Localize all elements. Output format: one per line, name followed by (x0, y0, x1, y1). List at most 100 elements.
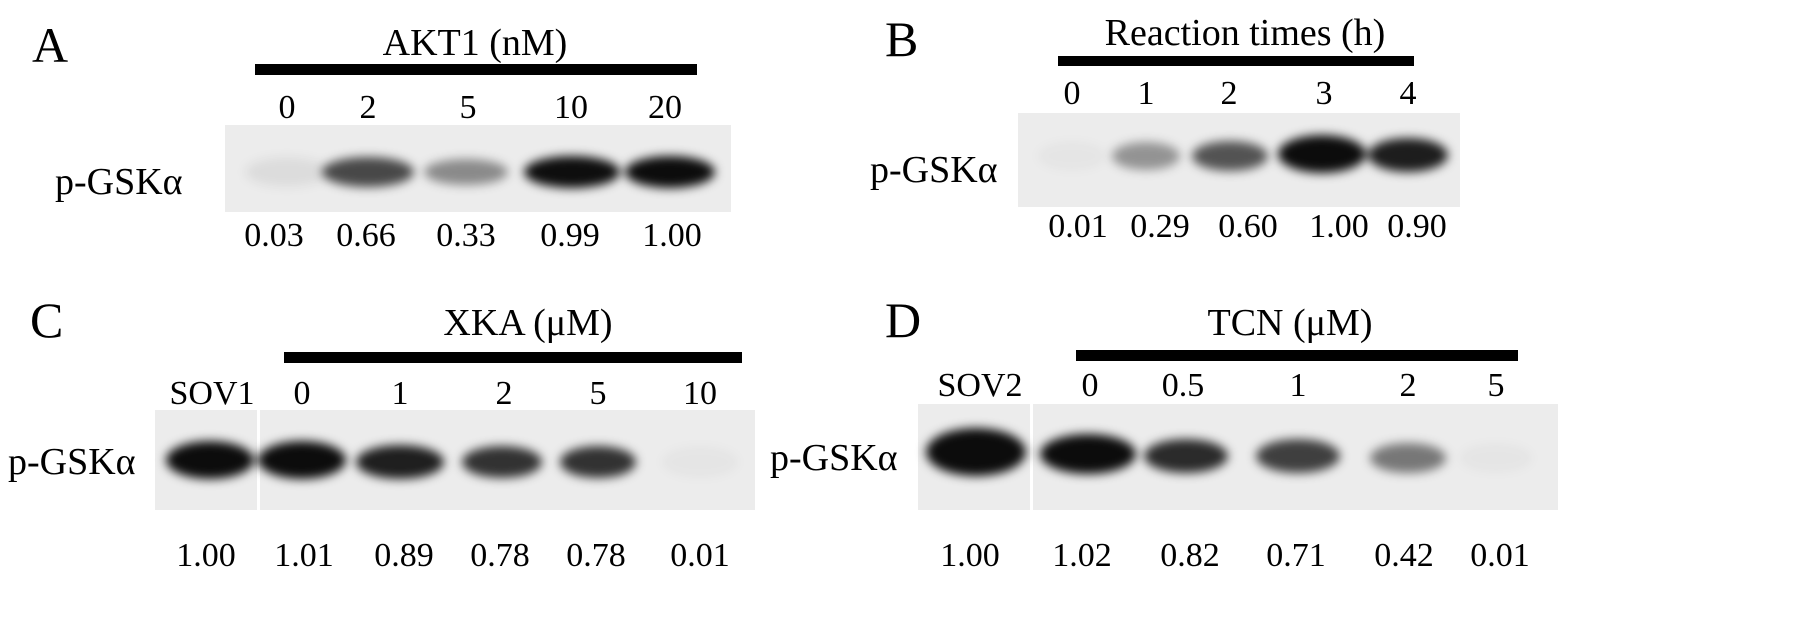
band-value: 1.00 (1309, 208, 1369, 245)
lane-label: 5 (590, 375, 607, 412)
lane-label: 2 (1400, 367, 1417, 404)
lane-label: 5 (460, 89, 477, 126)
lane-label: 2 (496, 375, 513, 412)
band (625, 156, 715, 188)
band (245, 157, 329, 187)
band-value: 0.01 (670, 537, 730, 574)
band-value: 0.78 (470, 537, 530, 574)
lane-label: 2 (1221, 75, 1238, 112)
membrane-splice-line (1030, 404, 1033, 510)
band (524, 156, 620, 188)
band-value: 0.60 (1218, 208, 1278, 245)
lane-label: 10 (554, 89, 588, 126)
lane-labels: SOV1 0 1 2 5 10 (169, 375, 717, 412)
band-value: 0.82 (1160, 537, 1220, 574)
band (166, 441, 254, 479)
treatment-bar (284, 352, 742, 363)
band-value: 0.71 (1266, 537, 1326, 574)
panel-letter: B (885, 11, 918, 67)
lane-label: 3 (1316, 75, 1333, 112)
band (560, 446, 636, 478)
treatment-bar (1076, 350, 1518, 361)
band (258, 441, 346, 479)
treatment-bar (255, 64, 697, 75)
blot-bands (245, 156, 715, 188)
band (1192, 141, 1268, 171)
band-value: 0.03 (244, 217, 304, 254)
band-value: 1.00 (642, 217, 702, 254)
panel-title: XKA (μM) (443, 302, 612, 344)
lane-labels: SOV2 0 0.5 1 2 5 (937, 367, 1504, 404)
band (322, 157, 414, 187)
blot-bands (926, 428, 1532, 476)
panel-title: TCN (μM) (1208, 302, 1373, 344)
band (1278, 135, 1366, 173)
band-value: 0.33 (436, 217, 496, 254)
band (462, 446, 542, 478)
lane-label: 0 (294, 375, 311, 412)
band-value: 1.00 (940, 537, 1000, 574)
lane-labels: 0 2 5 10 20 (279, 89, 683, 126)
band (1370, 443, 1446, 473)
band-value: 0.42 (1374, 537, 1434, 574)
band-value: 0.01 (1470, 537, 1530, 574)
lane-label: 0 (1082, 367, 1099, 404)
row-label: p-GSKα (770, 437, 898, 479)
band (1460, 444, 1532, 472)
band-value: 0.66 (336, 217, 396, 254)
row-label: p-GSKα (8, 441, 136, 483)
band-value: 1.02 (1052, 537, 1112, 574)
band (1038, 142, 1106, 170)
band-value: 0.29 (1130, 208, 1190, 245)
lane-label: 10 (683, 375, 717, 412)
panel-c: C XKA (μM) SOV1 0 1 2 5 10 p-GSKα 1.00 1… (8, 292, 755, 574)
band (926, 428, 1026, 476)
panel-b: B Reaction times (h) 0 1 2 3 4 p-GSKα 0.… (870, 11, 1460, 245)
blot-bands (166, 441, 738, 479)
lane-label: 1 (1290, 367, 1307, 404)
lane-label: 2 (360, 89, 377, 126)
band (1256, 439, 1340, 473)
blot-membrane (155, 410, 755, 510)
lane-label: 1 (392, 375, 409, 412)
band-value: 0.78 (566, 537, 626, 574)
quantification-values: 0.03 0.66 0.33 0.99 1.00 (244, 217, 702, 254)
lane-label: SOV1 (169, 375, 254, 412)
panel-d: D TCN (μM) SOV2 0 0.5 1 2 5 p-GSKα 1.00 … (770, 292, 1558, 574)
panel-letter: C (30, 292, 63, 348)
lane-labels: 0 1 2 3 4 (1064, 75, 1417, 112)
band (1040, 434, 1136, 474)
lane-label: 20 (648, 89, 682, 126)
lane-label: 0.5 (1162, 367, 1205, 404)
panel-a: A AKT1 (nM) 0 2 5 10 20 p-GSKα 0.03 0.66… (32, 17, 731, 254)
lane-label: 5 (1488, 367, 1505, 404)
band-value: 0.99 (540, 217, 600, 254)
quantification-values: 1.00 1.01 0.89 0.78 0.78 0.01 (176, 537, 730, 574)
panel-title: Reaction times (h) (1105, 12, 1386, 54)
band-value: 0.89 (374, 537, 434, 574)
band-value: 0.90 (1387, 208, 1447, 245)
lane-label: 1 (1138, 75, 1155, 112)
band (662, 447, 738, 477)
quantification-values: 1.00 1.02 0.82 0.71 0.42 0.01 (940, 537, 1530, 574)
panel-letter: A (32, 17, 68, 73)
treatment-bar (1058, 56, 1414, 66)
quantification-values: 0.01 0.29 0.60 1.00 0.90 (1048, 208, 1447, 245)
band-value: 1.00 (176, 537, 236, 574)
panel-letter: D (885, 292, 921, 348)
panel-title: AKT1 (nM) (383, 22, 568, 64)
band-value: 0.01 (1048, 208, 1108, 245)
band (1144, 439, 1228, 473)
row-label: p-GSKα (870, 149, 998, 191)
blot-bands (1038, 135, 1448, 173)
band-value: 1.01 (274, 537, 334, 574)
lane-label: 4 (1400, 75, 1417, 112)
lane-label: 0 (279, 89, 296, 126)
row-label: p-GSKα (55, 161, 183, 203)
band (356, 445, 444, 479)
band (424, 159, 508, 185)
lane-label: SOV2 (937, 367, 1022, 404)
band (1112, 142, 1180, 170)
band (1368, 138, 1448, 172)
